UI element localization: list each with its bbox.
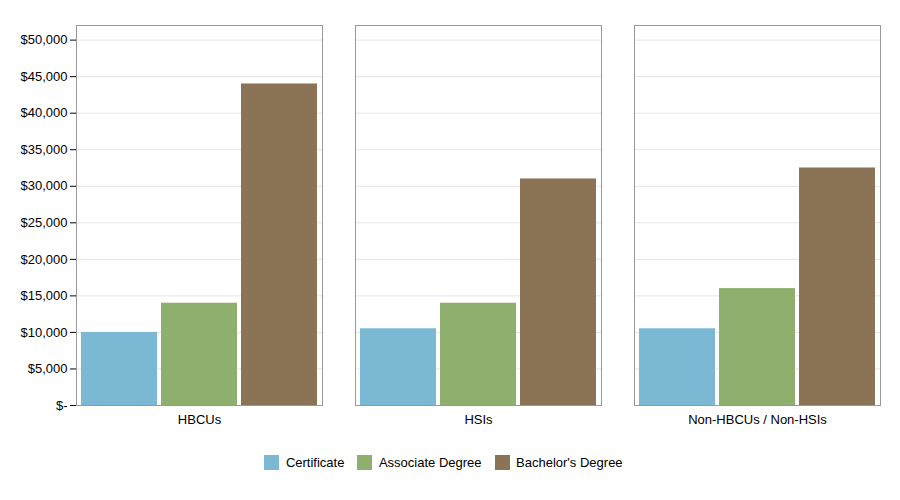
- svg-text:$30,000: $30,000: [21, 178, 68, 193]
- svg-text:$15,000: $15,000: [21, 288, 68, 303]
- svg-text:$10,000: $10,000: [21, 325, 68, 340]
- svg-text:$50,000: $50,000: [21, 32, 68, 47]
- svg-text:$45,000: $45,000: [21, 69, 68, 84]
- svg-text:$40,000: $40,000: [21, 105, 68, 120]
- svg-text:Non-HBCUs / Non-HSIs: Non-HBCUs / Non-HSIs: [688, 412, 827, 427]
- svg-text:$35,000: $35,000: [21, 142, 68, 157]
- html-text:Certificate: Certificate: [285, 455, 345, 470]
- html-text:Associate Degree: Associate Degree: [378, 455, 482, 470]
- svg-text:HBCUs: HBCUs: [178, 412, 222, 427]
- svg-text:$25,000: $25,000: [21, 215, 68, 230]
- html-text:Bachelor's Degree: Bachelor's Degree: [516, 455, 623, 470]
- svg-text:$5,000: $5,000: [28, 361, 68, 376]
- svg-text:$-: $-: [56, 398, 68, 413]
- svg-text:HSIs: HSIs: [464, 412, 493, 427]
- svg-text:$20,000: $20,000: [21, 252, 68, 267]
